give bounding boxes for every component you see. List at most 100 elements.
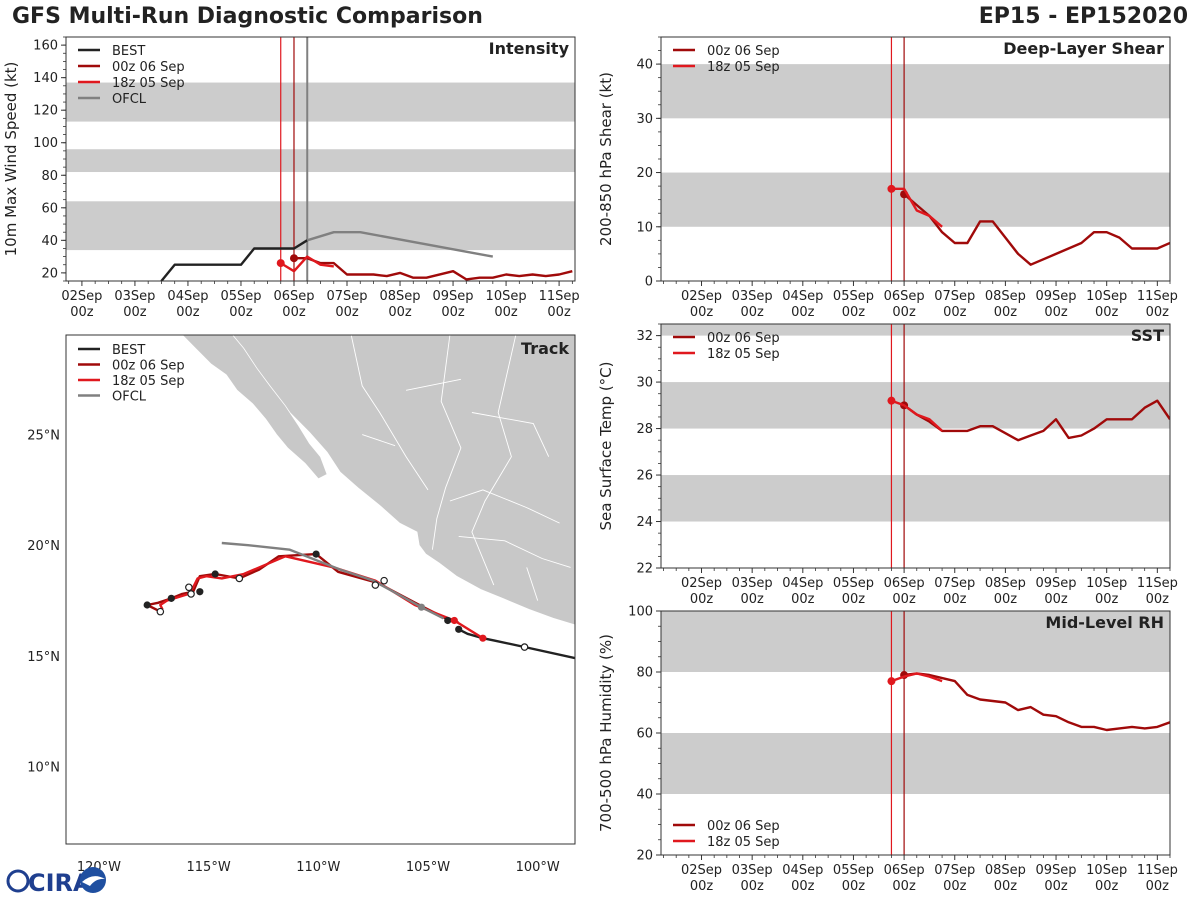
intensity-xtick-label-date-3: 05Sep — [220, 289, 261, 304]
track-legend-label-3: OFCL — [112, 390, 147, 405]
state-border-6 — [526, 567, 539, 601]
intensity-legend-label-1: 00z 06 Sep — [112, 60, 185, 75]
track-dot-4 — [196, 588, 204, 596]
sst-title: SST — [1131, 326, 1164, 345]
track-open-dot-3 — [235, 574, 244, 583]
rh-series-line-1 — [890, 672, 943, 683]
intensity-xtick-label-date-1: 03Sep — [114, 289, 155, 304]
rh-xtick-label-date-7: 09Sep — [1036, 863, 1077, 878]
intensity-xtick-label-date-8: 10Sep — [486, 289, 527, 304]
intensity-series-line-1 — [294, 257, 573, 281]
intensity-band-0 — [66, 201, 575, 251]
sst-band-1 — [661, 382, 1170, 429]
intensity-series-line-3 — [306, 230, 494, 258]
sst-xtick-label-hour-9: 00z — [1146, 592, 1170, 607]
sst-series-line-1 — [890, 399, 943, 432]
rh-band-1 — [661, 611, 1170, 672]
intensity-xtick-label-hour-8: 00z — [494, 305, 518, 320]
intensity-xtick-label-date-5: 07Sep — [326, 289, 367, 304]
sst-ytick-label-3: 28 — [636, 422, 653, 437]
sst-ytick-label-4: 30 — [636, 376, 653, 391]
intensity-plot-area — [66, 37, 575, 281]
track-frame — [65, 334, 576, 845]
shear-legend-label-1: 18z 05 Sep — [707, 60, 780, 75]
sst-plot-area — [661, 324, 1170, 568]
storm-id: EP15 - EP152020 — [978, 4, 1188, 29]
intensity-series-start-dot-1 — [289, 254, 298, 263]
intensity-xtick-label-date-7: 09Sep — [433, 289, 474, 304]
shear-ytick-label-0: 0 — [645, 275, 653, 290]
rh-title: Mid-Level RH — [1045, 613, 1164, 632]
intensity-xtick-label-date-6: 08Sep — [380, 289, 421, 304]
shear-xtick-label-date-6: 08Sep — [985, 289, 1026, 304]
track-lat-label-3: 25°N — [27, 429, 60, 444]
shear-xtick-label-date-4: 06Sep — [884, 289, 925, 304]
track-lon-label-4: 100°W — [516, 860, 560, 875]
track-open-dot-0 — [520, 643, 529, 651]
rh-plot-area — [661, 611, 1170, 855]
sst-xtick-label-date-5: 07Sep — [934, 576, 975, 591]
rh-xtick-label-hour-2: 00z — [791, 879, 815, 894]
rh-ylabel: 700-500 hPa Humidity (%) — [597, 634, 615, 832]
intensity-legend-label-0: BEST — [112, 44, 145, 59]
track-open-dot-5 — [187, 590, 195, 598]
shear-band-0 — [661, 172, 1170, 227]
rh-xtick-label-date-6: 08Sep — [985, 863, 1026, 878]
land-baja-california — [164, 335, 328, 480]
track-open-dot-2 — [371, 581, 380, 589]
rh-xtick-label-date-8: 10Sep — [1086, 863, 1127, 878]
shear-title: Deep-Layer Shear — [1003, 39, 1164, 58]
sst-xtick-label-hour-4: 00z — [892, 592, 916, 607]
rh-legend-label-0: 00z 06 Sep — [707, 819, 780, 834]
sst-xtick-label-date-2: 04Sep — [782, 576, 823, 591]
sst-xtick-label-date-9: 11Sep — [1137, 576, 1178, 591]
shear-xtick-label-hour-1: 00z — [740, 305, 764, 320]
intensity-xtick-label-hour-9: 00z — [547, 305, 571, 320]
intensity-ytick-label-6: 140 — [33, 71, 58, 86]
rh-xtick-label-date-5: 07Sep — [934, 863, 975, 878]
rh-series-line-0 — [903, 672, 1170, 732]
rh-xtick-label-date-4: 06Sep — [884, 863, 925, 878]
rh-xtick-label-hour-0: 00z — [690, 879, 714, 894]
intensity-ytick-label-7: 160 — [33, 39, 58, 54]
rh-xtick-label-hour-3: 00z — [842, 879, 866, 894]
shear-xtick-label-date-1: 03Sep — [732, 289, 773, 304]
intensity-series-line-2 — [280, 255, 334, 273]
track-dot-1 — [444, 616, 452, 625]
track-lat-label-2: 20°N — [27, 539, 60, 554]
intensity-xtick-label-date-0: 02Sep — [61, 289, 102, 304]
sst-xtick-label-date-6: 08Sep — [985, 576, 1026, 591]
intensity-ylabel: 10m Max Wind Speed (kt) — [2, 62, 20, 257]
track-open-dot-1 — [380, 576, 388, 585]
shear-xtick-label-date-7: 09Sep — [1036, 289, 1077, 304]
sst-ytick-label-2: 26 — [636, 469, 653, 484]
shear-band-1 — [661, 64, 1170, 119]
intensity-title: Intensity — [489, 39, 570, 58]
rh-xtick-label-hour-6: 00z — [994, 879, 1018, 894]
sst-xtick-label-date-8: 10Sep — [1086, 576, 1127, 591]
track-line-3 — [221, 541, 444, 620]
shear-xtick-label-date-2: 04Sep — [782, 289, 823, 304]
land-islands — [390, 507, 400, 517]
intensity-series-line-0 — [160, 239, 308, 281]
track-lon-label-2: 110°W — [296, 860, 340, 875]
sst-xtick-label-hour-6: 00z — [994, 592, 1018, 607]
rh-ytick-label-1: 40 — [636, 788, 653, 803]
shear-legend-label-0: 00z 06 Sep — [707, 44, 780, 59]
shear-xtick-label-hour-5: 00z — [943, 305, 967, 320]
panel-intensity: 20 40 60 80 100 120 140 160 10m Max Wind Speed (… — [2, 36, 580, 320]
rh-series-start-dot-1 — [887, 677, 896, 686]
sst-xtick-label-date-4: 06Sep — [884, 576, 925, 591]
intensity-xtick-label-hour-1: 00z — [123, 305, 147, 320]
main-title: GFS Multi-Run Diagnostic Comparison — [12, 4, 483, 29]
track-dot-5 — [167, 594, 175, 602]
sst-xtick-label-hour-1: 00z — [740, 592, 764, 607]
rh-xtick-label-date-9: 11Sep — [1137, 863, 1178, 878]
track-lat-label-1: 15°N — [27, 650, 60, 665]
intensity-legend-label-2: 18z 05 Sep — [112, 76, 185, 91]
track-open-dot-4 — [185, 583, 193, 592]
rh-ytick-label-4: 100 — [628, 605, 653, 620]
track-line-0 — [458, 628, 575, 660]
intensity-xtick-label-hour-2: 00z — [176, 305, 200, 320]
